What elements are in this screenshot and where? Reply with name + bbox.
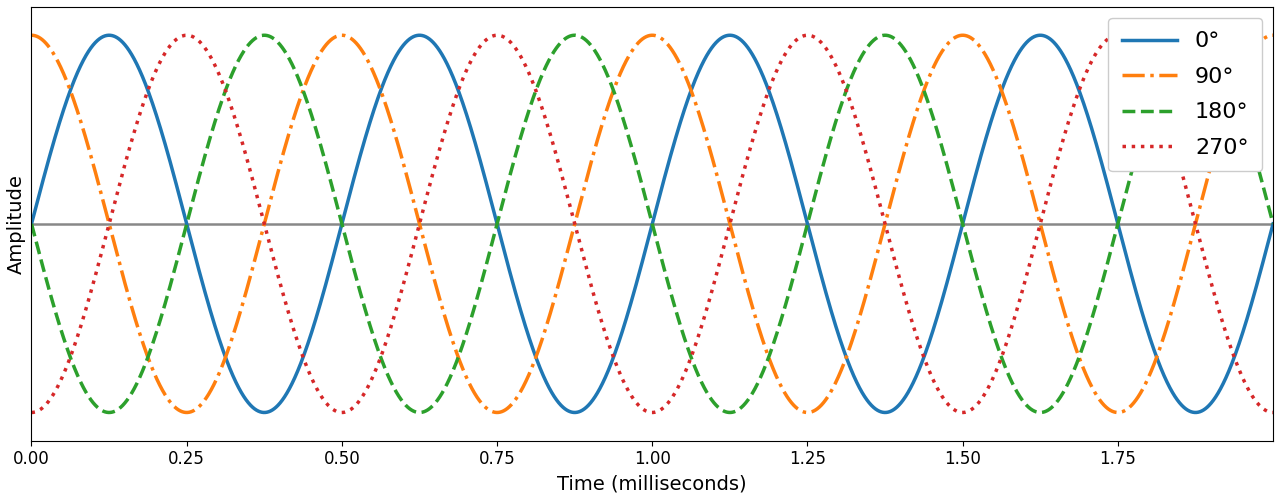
90° [179,410,195,416]
Line: 90°: 90° [32,35,1274,412]
270° [99,234,114,239]
270° [24,410,40,416]
90° [24,32,40,38]
270° [1199,266,1215,272]
Line: 180°: 180° [32,35,1274,412]
90° [1266,32,1280,38]
90° [1199,176,1215,182]
0° [101,32,116,38]
X-axis label: Time (milliseconds): Time (milliseconds) [558,474,748,493]
270° [76,316,91,322]
0° [76,58,91,64]
270° [29,408,45,414]
270° [631,402,646,408]
90° [268,180,283,186]
Line: 270°: 270° [32,35,1274,412]
0° [268,405,283,411]
0° [24,221,40,227]
270° [1266,410,1280,416]
Line: 0°: 0° [32,35,1274,412]
270° [268,262,283,268]
180° [268,36,283,43]
180° [101,410,116,416]
180° [631,169,646,175]
Legend: 0°, 90°, 180°, 270°: 0°, 90°, 180°, 270° [1108,18,1262,172]
90° [29,34,45,40]
90° [631,40,646,46]
0° [29,200,45,205]
0° [99,32,114,38]
180° [1188,32,1203,38]
180° [1199,38,1215,44]
90° [76,126,91,132]
180° [24,221,40,227]
0° [1266,221,1280,227]
180° [29,242,45,248]
0° [1188,410,1203,416]
270° [179,32,195,38]
180° [99,409,114,415]
0° [631,272,646,278]
180° [76,384,91,390]
180° [1266,221,1280,227]
0° [1199,404,1215,410]
90° [99,208,114,214]
Y-axis label: Amplitude: Amplitude [6,174,26,274]
